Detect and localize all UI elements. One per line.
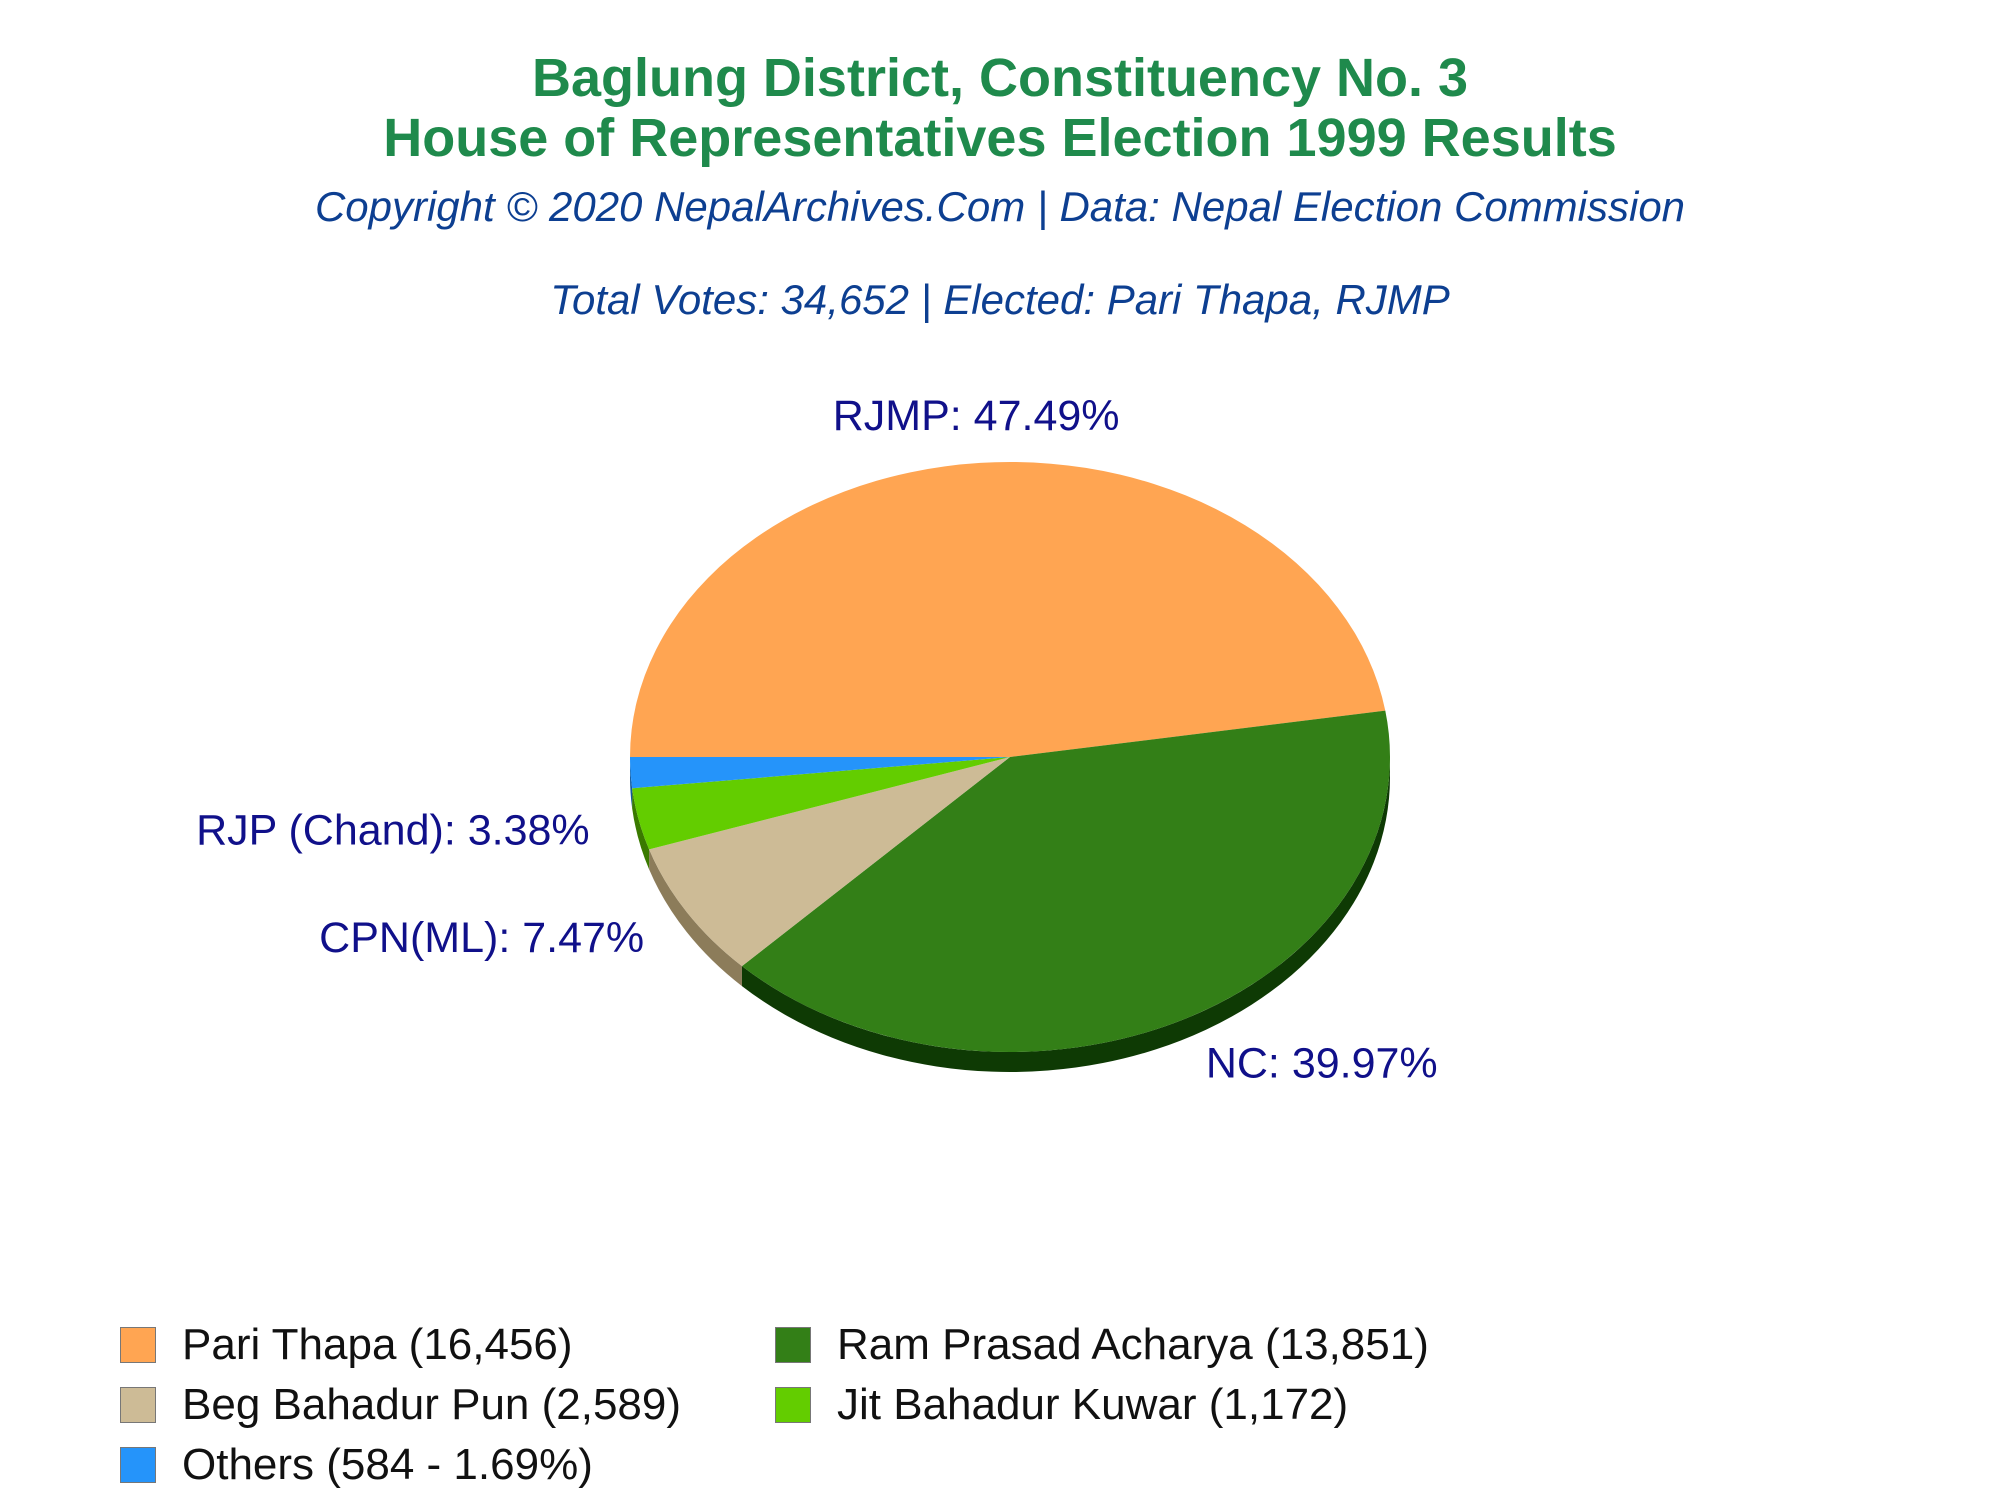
slice-side-rjp-chand- — [632, 788, 650, 870]
legend: Pari Thapa (16,456) Ram Prasad Acharya (… — [120, 1315, 1620, 1495]
legend-swatch — [120, 1387, 156, 1423]
copyright-line: Copyright © 2020 NepalArchives.Com | Dat… — [314, 183, 1686, 230]
slice-rjmp[interactable] — [630, 461, 1386, 757]
slice-labels: RJMP: 47.49% NC: 39.97% CPN(ML): 7.47% RJP … — [196, 392, 1438, 1087]
legend-swatch — [120, 1447, 156, 1483]
slice-cpn-ml-[interactable] — [649, 757, 1010, 967]
legend-label: Pari Thapa (16,456) — [182, 1320, 573, 1369]
slice-nc[interactable] — [741, 710, 1391, 1053]
vote-summary: Total Votes: 34,652 | Elected: Pari Thap… — [550, 276, 1450, 323]
legend-swatch — [775, 1327, 811, 1363]
slice-label-rjmp: RJMP: 47.49% — [833, 392, 1120, 440]
legend-swatch — [120, 1327, 156, 1363]
pie-slices — [630, 461, 1391, 1072]
chart-title: Baglung District, Constituency No. 3 — [531, 48, 1469, 108]
slice-side-cpn-ml- — [649, 849, 742, 987]
slice-label-nc: NC: 39.97% — [1206, 1039, 1438, 1087]
legend-item-others: Others (584 - 1.69%) — [120, 1435, 593, 1495]
legend-label: Ram Prasad Acharya (13,851) — [837, 1320, 1429, 1369]
slice-others[interactable] — [630, 757, 1010, 789]
slice-label-cpn-ml-: CPN(ML): 7.47% — [319, 914, 644, 962]
slice-label-rjp-chand-: RJP (Chand): 3.38% — [196, 806, 590, 854]
chart-subtitle: House of Representatives Election 1999 R… — [383, 108, 1617, 168]
slice-side-others — [630, 757, 633, 809]
legend-item-ram-prasad-acharya: Ram Prasad Acharya (13,851) — [775, 1315, 1429, 1375]
legend-swatch — [775, 1387, 811, 1423]
legend-label: Others (584 - 1.69%) — [182, 1440, 593, 1489]
legend-item-jit-bahadur-kuwar: Jit Bahadur Kuwar (1,172) — [775, 1375, 1348, 1435]
slice-rjp-chand-[interactable] — [632, 757, 1010, 850]
legend-item-pari-thapa: Pari Thapa (16,456) — [120, 1315, 573, 1375]
legend-label: Jit Bahadur Kuwar (1,172) — [837, 1380, 1349, 1429]
legend-label: Beg Bahadur Pun (2,589) — [182, 1380, 682, 1429]
legend-item-beg-bahadur-pun: Beg Bahadur Pun (2,589) — [120, 1375, 681, 1435]
